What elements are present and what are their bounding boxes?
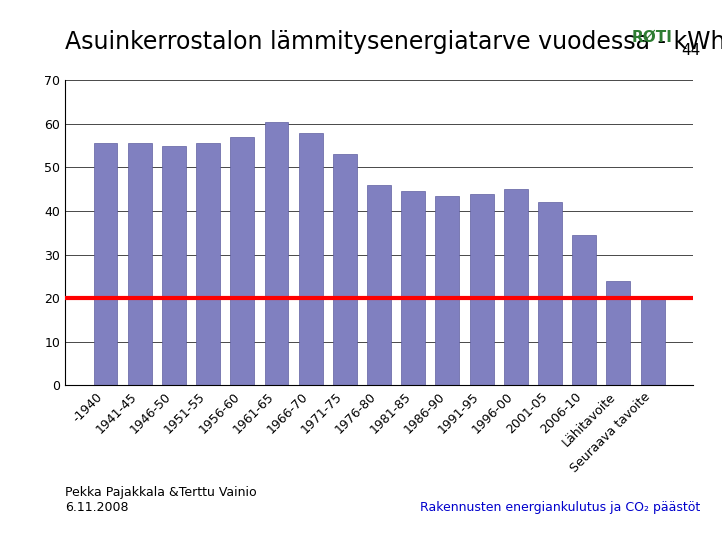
Bar (230, 137, 254, 385)
Bar (606, 281, 630, 385)
Text: 44: 44 (681, 43, 700, 58)
Bar (128, 143, 152, 385)
Bar (538, 202, 562, 385)
Bar (299, 133, 323, 385)
Bar (573, 235, 596, 385)
Bar (504, 189, 528, 385)
Bar (401, 192, 425, 385)
Text: Asuinkerrostalon lämmitysenergiatarve vuodessa - kWh/m³: Asuinkerrostalon lämmitysenergiatarve vu… (65, 29, 722, 54)
Bar (264, 121, 288, 385)
Bar (94, 143, 118, 385)
Bar (196, 143, 220, 385)
Bar (435, 196, 459, 385)
Text: Rakennusten energiankulutus ja CO₂ päästöt: Rakennusten energiankulutus ja CO₂ pääst… (420, 501, 700, 514)
Bar (640, 298, 664, 385)
Bar (162, 146, 186, 385)
Text: Pekka Pajakkala &Terttu Vainio
6.11.2008: Pekka Pajakkala &Terttu Vainio 6.11.2008 (65, 486, 256, 514)
Text: RØTI: RØTI (632, 29, 673, 44)
Bar (333, 154, 357, 385)
Bar (367, 185, 391, 385)
Bar (470, 194, 494, 385)
